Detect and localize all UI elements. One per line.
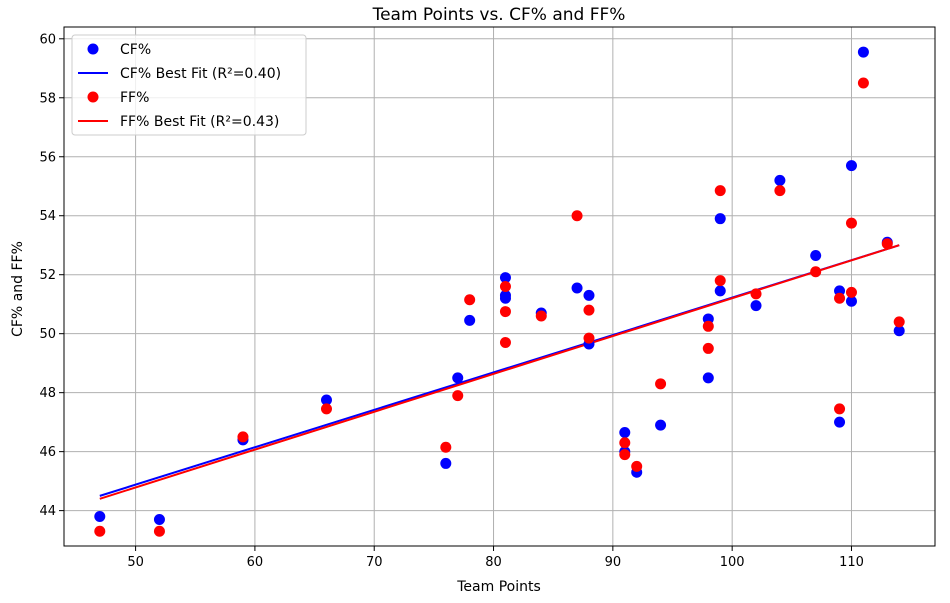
x-tick-label: 90	[605, 555, 622, 570]
data-point-ff	[714, 275, 726, 287]
legend-label: CF%	[120, 42, 151, 58]
data-point-ff	[834, 403, 846, 415]
x-tick-label: 100	[720, 555, 745, 570]
data-point-ff	[619, 449, 631, 461]
data-point-cf	[452, 372, 464, 384]
legend-label: FF%	[120, 90, 149, 106]
x-axis-ticks: 50 60 70 80 90 100 110	[127, 546, 864, 570]
data-point-cf	[320, 394, 332, 406]
data-point-ff	[320, 403, 332, 415]
data-points	[94, 46, 905, 537]
data-point-cf	[750, 300, 762, 312]
y-tick-label: 58	[39, 91, 56, 106]
data-point-ff	[845, 286, 857, 298]
data-point-ff	[499, 337, 511, 349]
data-point-ff	[153, 525, 165, 537]
y-axis-label: CF% and FF%	[10, 241, 26, 337]
y-tick-label: 50	[39, 327, 56, 342]
y-tick-label: 44	[39, 504, 56, 519]
legend-box	[71, 34, 307, 136]
x-tick-label: 50	[127, 555, 144, 570]
data-point-cf	[857, 46, 869, 58]
data-point-ff	[440, 441, 452, 453]
data-point-cf	[845, 295, 857, 307]
y-tick-label: 54	[39, 209, 56, 224]
data-point-ff	[702, 342, 714, 354]
data-point-ff	[499, 281, 511, 292]
data-point-ff	[571, 210, 583, 222]
data-point-ff	[702, 320, 714, 332]
data-point-cf	[583, 289, 595, 301]
data-point-cf	[619, 426, 631, 438]
data-point-ff	[857, 77, 869, 89]
data-point-ff	[499, 306, 511, 318]
legend-marker-swatch	[87, 91, 99, 103]
x-axis-label: Team Points	[456, 579, 541, 595]
data-point-ff	[583, 332, 595, 344]
plot-frame	[63, 26, 936, 547]
grid-lines	[64, 27, 935, 546]
data-point-cf	[893, 325, 905, 337]
y-tick-label: 56	[39, 150, 56, 165]
x-tick-label: 110	[839, 555, 864, 570]
data-point-ff	[845, 217, 857, 229]
data-point-cf	[94, 511, 106, 523]
data-point-ff	[631, 460, 643, 472]
x-tick-label: 70	[366, 555, 383, 570]
data-point-cf	[153, 513, 165, 525]
data-point-ff	[774, 185, 786, 197]
data-point-cf	[714, 285, 726, 297]
data-point-ff	[655, 378, 667, 390]
y-tick-label: 52	[39, 268, 56, 283]
y-axis-ticks: 44 46 48 50 52 54 56 58 60	[39, 32, 64, 519]
data-point-ff	[237, 431, 249, 443]
data-point-ff	[583, 304, 595, 316]
data-point-ff	[464, 294, 476, 306]
legend-label: FF% Best Fit (R²=0.43)	[120, 114, 279, 130]
data-point-cf	[845, 160, 857, 172]
data-point-ff	[452, 390, 464, 402]
data-point-cf	[834, 416, 846, 428]
chart-title: Team Points vs. CF% and FF%	[372, 5, 626, 25]
x-tick-label: 80	[485, 555, 502, 570]
data-point-ff	[881, 238, 893, 250]
data-point-cf	[774, 174, 786, 186]
data-point-cf	[702, 372, 714, 384]
data-point-cf	[810, 250, 822, 262]
y-tick-label: 46	[39, 445, 56, 460]
data-point-cf	[571, 282, 583, 294]
data-point-ff	[810, 266, 822, 278]
legend-label: CF% Best Fit (R²=0.40)	[120, 66, 281, 82]
data-point-ff	[714, 185, 726, 197]
data-point-ff	[535, 310, 547, 322]
data-point-ff	[94, 525, 106, 537]
legend-marker-swatch	[87, 43, 99, 55]
data-point-cf	[499, 292, 511, 304]
legend: CF% CF% Best Fit (R²=0.40) FF% FF% Best Fit…	[71, 34, 307, 136]
y-tick-label: 48	[39, 386, 56, 401]
y-tick-label: 60	[39, 32, 56, 47]
data-point-cf	[655, 419, 667, 431]
data-point-ff	[893, 316, 905, 328]
fit-lines	[99, 244, 900, 500]
data-point-cf	[440, 457, 452, 469]
data-point-ff	[750, 288, 762, 300]
data-point-cf	[714, 213, 726, 225]
data-point-ff	[834, 292, 846, 304]
data-point-cf	[464, 314, 476, 326]
data-point-cf	[499, 272, 511, 284]
fit-line-3	[99, 244, 900, 500]
data-point-ff	[619, 437, 631, 449]
x-tick-label: 60	[247, 555, 264, 570]
